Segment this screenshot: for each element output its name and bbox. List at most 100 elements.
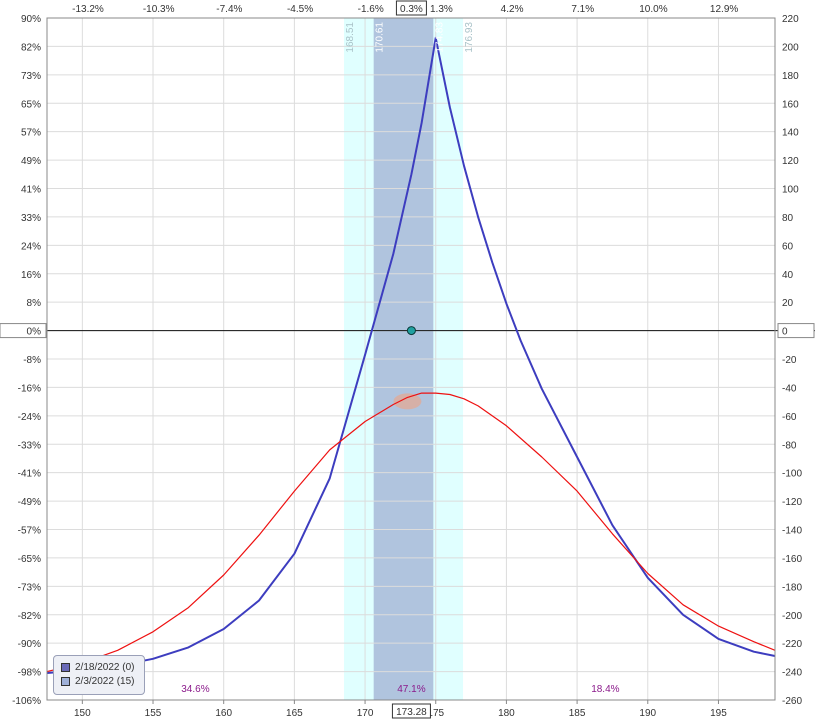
- probability-label: 47.1%: [397, 684, 425, 695]
- plot-frame: [46, 17, 776, 701]
- y-right-tick-label: 100: [782, 185, 799, 196]
- y-left-tick-label: 90%: [21, 14, 41, 25]
- top-tick-label: 1.3%: [430, 4, 453, 15]
- y-right-tick-label: 180: [782, 71, 799, 82]
- top-tick-label: 10.0%: [639, 4, 667, 15]
- y-left-tick-label: -16%: [18, 383, 41, 394]
- top-tick-label: -7.4%: [216, 4, 242, 15]
- y-left-tick-label: 57%: [21, 128, 41, 139]
- y-right-tick-label: 40: [782, 270, 794, 281]
- y-left-tick-label: -33%: [18, 440, 41, 451]
- legend-swatch-icon: [61, 676, 70, 686]
- y-right-tick-label: -60: [782, 412, 797, 423]
- x-tick-label: 195: [710, 708, 727, 719]
- band-label-low: 170.61: [375, 22, 386, 53]
- y-left-tick-label: 65%: [21, 99, 41, 110]
- top-tick-label: 12.9%: [710, 4, 738, 15]
- y-left-tick-label: 73%: [21, 71, 41, 82]
- top-tick-label: 4.2%: [501, 4, 524, 15]
- x-tick-label: 150: [74, 708, 91, 719]
- y-right-tick-label: -220: [782, 639, 802, 650]
- y-right-tick-label: -100: [782, 469, 802, 480]
- y-left-tick-label: 41%: [21, 185, 41, 196]
- x-tick-label: 160: [215, 708, 232, 719]
- x-tick-label: 165: [286, 708, 303, 719]
- grid-lines: [0, 17, 815, 701]
- y-right-tick-label: -20: [782, 355, 797, 366]
- band-label-high: 176.93: [464, 22, 475, 53]
- x-tick-label: 180: [498, 708, 515, 719]
- current-percent-box: [395, 0, 427, 16]
- y-left-tick-label: 49%: [21, 156, 41, 167]
- legend-item-expiration[interactable]: 2/18/2022 (0): [61, 660, 144, 674]
- legend-swatch-icon: [61, 662, 70, 672]
- y-right-tick-label: 60: [782, 241, 794, 252]
- y-right-tick-label: 20: [782, 298, 794, 309]
- y-left-tick-label: -41%: [18, 469, 41, 480]
- y-left-tick-label: 82%: [21, 42, 41, 53]
- legend-item-current[interactable]: 2/3/2022 (15): [61, 674, 144, 688]
- x-tick-label: 155: [145, 708, 162, 719]
- zero-left-label: 0%: [27, 327, 42, 338]
- y-right-tick-label: -200: [782, 611, 802, 622]
- zero-right-box: [777, 323, 815, 339]
- y-right-tick-label: 160: [782, 99, 799, 110]
- y-right-tick-label: 120: [782, 156, 799, 167]
- x-tick-label: 175: [427, 708, 444, 719]
- y-left-tick-label: 16%: [21, 270, 41, 281]
- series-line-0: [46, 36, 776, 674]
- axes: [46, 17, 776, 704]
- y-left-tick-label: -57%: [18, 526, 41, 537]
- current-price-label: 173.28: [396, 707, 427, 718]
- y-right-tick-label: -120: [782, 497, 802, 508]
- y-right-tick-label: 220: [782, 14, 799, 25]
- y-left-tick-label: -106%: [12, 696, 41, 707]
- y-left-tick-label: -98%: [18, 668, 41, 679]
- x-tick-label: 190: [639, 708, 656, 719]
- band-label-high: 174.83: [434, 22, 445, 53]
- y-left-tick-label: -49%: [18, 497, 41, 508]
- top-tick-label: -10.3%: [143, 4, 175, 15]
- series-line-1: [46, 392, 776, 673]
- legend-label: 2/3/2022 (15): [75, 675, 135, 687]
- x-tick-label: 170: [357, 708, 374, 719]
- y-right-tick-label: -80: [782, 440, 797, 451]
- y-left-tick-label: -90%: [18, 639, 41, 650]
- legend-label: 2/18/2022 (0): [75, 661, 135, 673]
- probability-label: 34.6%: [181, 684, 209, 695]
- current-price-glow: [393, 393, 422, 410]
- y-right-tick-label: 140: [782, 128, 799, 139]
- current-percent-label: 0.3%: [400, 4, 423, 15]
- y-right-tick-label: -160: [782, 554, 802, 565]
- y-left-tick-label: 24%: [21, 241, 41, 252]
- y-left-tick-label: 8%: [27, 298, 42, 309]
- series-lines: [46, 36, 776, 674]
- y-left-tick-label: -24%: [18, 412, 41, 423]
- band-label-low: 168.51: [345, 22, 356, 53]
- top-tick-label: -1.6%: [358, 4, 384, 15]
- y-right-tick-label: -140: [782, 526, 802, 537]
- y-right-tick-label: -260: [782, 696, 802, 707]
- y-left-tick-label: -8%: [23, 355, 41, 366]
- y-left-tick-label: -73%: [18, 582, 41, 593]
- current-price-box: [391, 703, 431, 719]
- y-left-tick-label: -65%: [18, 554, 41, 565]
- legend[interactable]: 2/18/2022 (0) 2/3/2022 (15): [53, 655, 145, 695]
- y-right-tick-label: -40: [782, 383, 797, 394]
- y-left-tick-label: 33%: [21, 213, 41, 224]
- zero-right-label: 0: [782, 327, 788, 338]
- top-tick-label: -4.5%: [287, 4, 313, 15]
- y-right-tick-label: 200: [782, 42, 799, 53]
- top-tick-label: 7.1%: [571, 4, 594, 15]
- probability-label: 18.4%: [591, 684, 619, 695]
- y-left-tick-label: -82%: [18, 611, 41, 622]
- x-tick-label: 185: [569, 708, 586, 719]
- top-tick-label: -13.2%: [72, 4, 104, 15]
- y-right-tick-label: -180: [782, 582, 802, 593]
- current-point-marker: [406, 326, 416, 336]
- y-right-tick-label: 80: [782, 213, 794, 224]
- zero-left-box: [0, 323, 47, 339]
- y-right-tick-label: -240: [782, 668, 802, 679]
